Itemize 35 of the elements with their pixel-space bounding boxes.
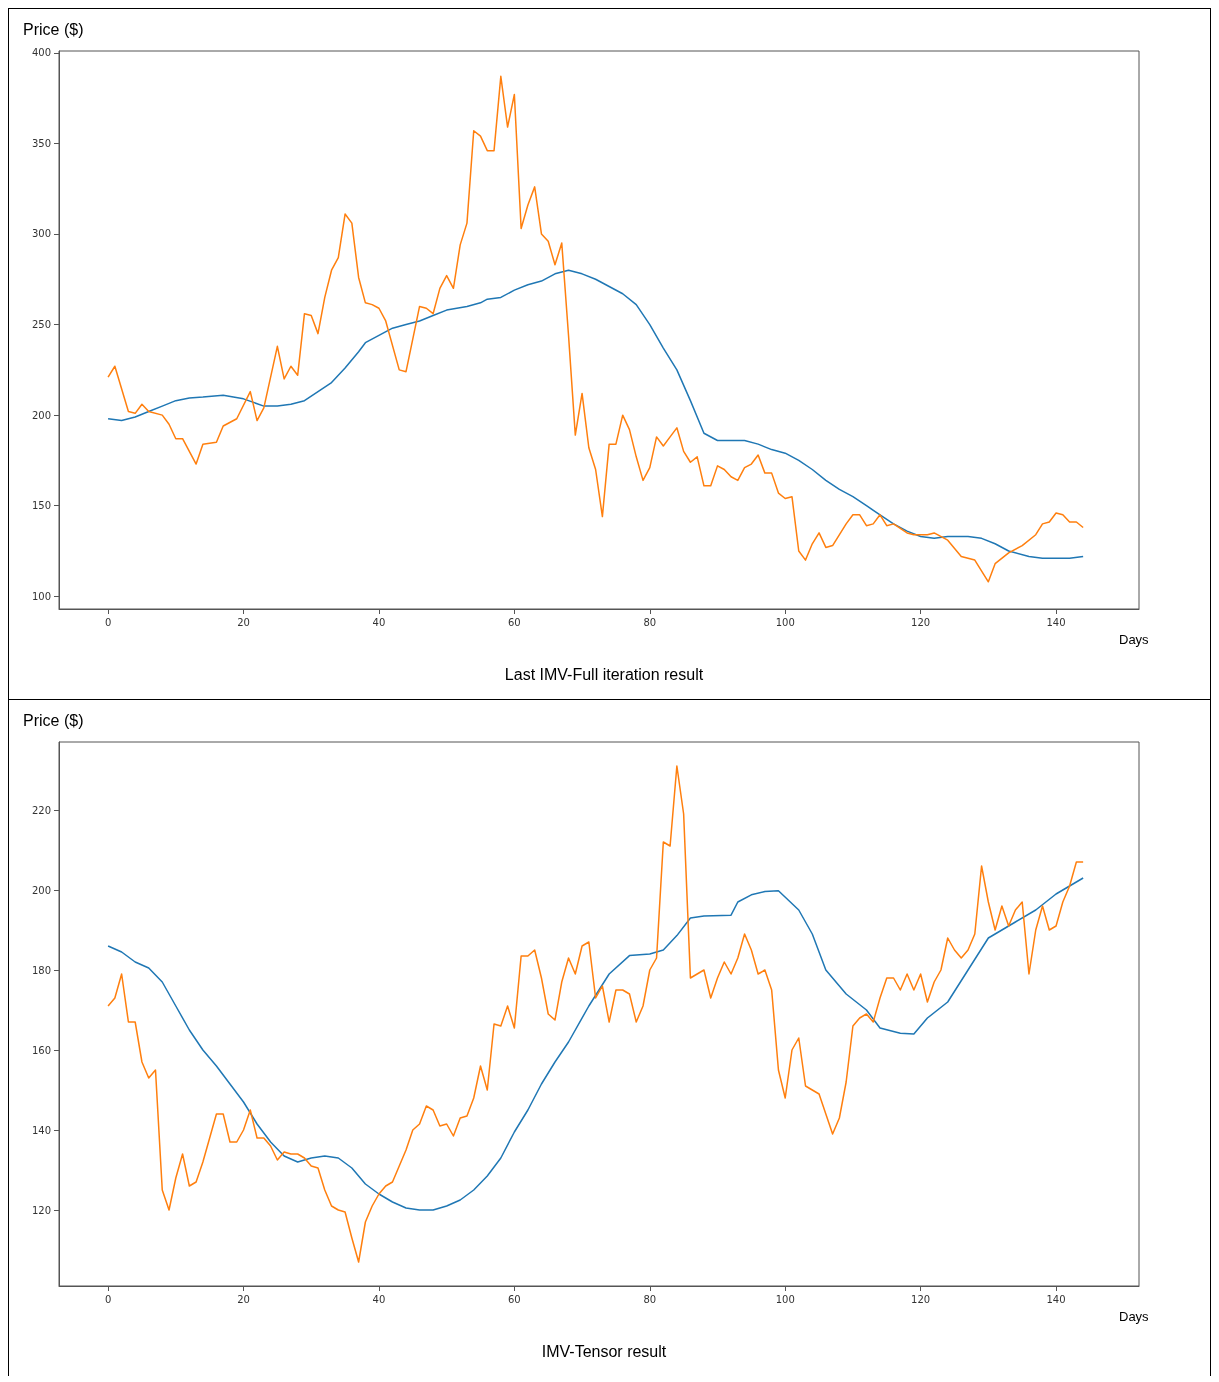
x-tick-label: 120 xyxy=(911,1293,931,1305)
y-tick-label: 140 xyxy=(31,1124,51,1136)
y-tick-label: 120 xyxy=(31,1204,51,1216)
x-tick-label: 120 xyxy=(911,616,931,628)
y-axis-title: Price ($) xyxy=(23,20,84,38)
x-tick-label: 40 xyxy=(372,1293,386,1305)
x-tick-label: 20 xyxy=(237,616,250,628)
x-tick-label: 0 xyxy=(104,1293,112,1305)
y-tick-label: 100 xyxy=(31,590,51,602)
y-tick-label: 150 xyxy=(31,500,51,512)
x-axis-title: Days xyxy=(1119,1309,1150,1324)
y-tick-label: 300 xyxy=(31,228,51,240)
y-tick-label: 250 xyxy=(31,319,51,331)
y-axis-title: Price ($) xyxy=(23,711,84,729)
y-tick-label: 220 xyxy=(31,804,51,816)
x-axis-title: Days xyxy=(1119,632,1150,647)
x-tick-label: 0 xyxy=(104,616,112,628)
x-tick-label: 60 xyxy=(507,1293,521,1305)
x-tick-label: 140 xyxy=(1046,1293,1066,1305)
x-tick-label: 40 xyxy=(372,616,386,628)
x-tick-label: 60 xyxy=(507,616,521,628)
x-tick-label: 20 xyxy=(237,1293,250,1305)
y-tick-label: 200 xyxy=(31,884,51,896)
text: Last IMV-Full iteration result xyxy=(504,665,704,683)
y-tick-label: 180 xyxy=(31,964,51,976)
y-tick-label: 400 xyxy=(31,47,51,59)
y-tick-label: 350 xyxy=(31,137,51,149)
x-tick-label: 80 xyxy=(643,616,657,628)
x-tick-label: 140 xyxy=(1046,616,1066,628)
x-tick-label: 80 xyxy=(643,1293,657,1305)
text: IMV-Tensor result xyxy=(541,1342,667,1360)
x-tick-label: 100 xyxy=(775,1293,795,1305)
x-tick-label: 100 xyxy=(775,616,795,628)
y-tick-label: 200 xyxy=(31,409,51,421)
y-tick-label: 160 xyxy=(31,1044,51,1056)
